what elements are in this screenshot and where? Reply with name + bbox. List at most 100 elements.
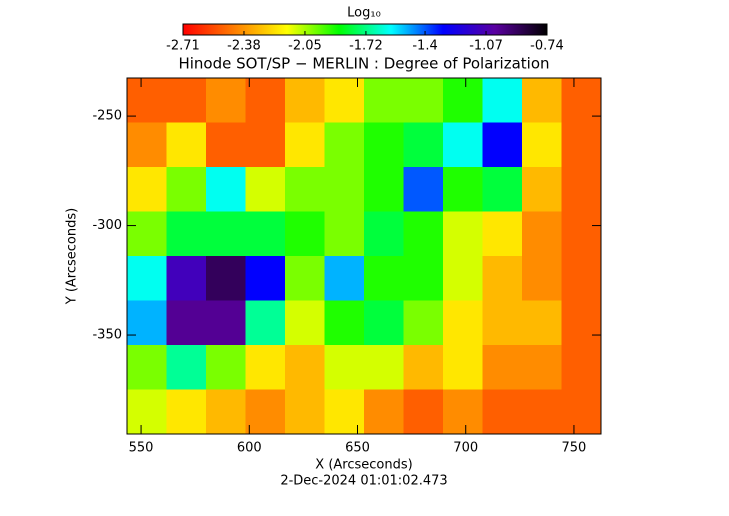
heatmap-cell: [285, 167, 325, 212]
heatmap-cell: [285, 345, 325, 390]
heatmap-cell: [364, 78, 404, 123]
heatmap-cell: [245, 211, 286, 257]
heatmap-cell: [522, 211, 562, 257]
heatmap-cell: [127, 78, 167, 123]
x-tick-label: 650: [345, 441, 370, 456]
heatmap-cell: [364, 256, 404, 301]
colorbar-tick-label: -1.4: [412, 39, 437, 54]
heatmap-cell: [324, 345, 365, 390]
chart-title: Hinode SOT/SP − MERLIN : Degree of Polar…: [178, 55, 549, 73]
heatmap-cell: [285, 389, 325, 435]
heatmap-cell: [561, 300, 602, 346]
heatmap-cell: [166, 167, 207, 212]
heatmap-cell: [324, 256, 365, 301]
colorbar-tick-label: -2.05: [288, 39, 322, 54]
heatmap-cell: [324, 78, 365, 123]
heatmap-cell: [482, 122, 523, 168]
heatmap-cell: [443, 345, 483, 390]
heatmap-cell: [206, 78, 246, 123]
heatmap-cell: [403, 256, 444, 301]
heatmap-cell: [522, 300, 562, 346]
heatmap-cell: [522, 122, 562, 168]
heatmap-cell: [245, 167, 286, 212]
colorbar-tick-label: -2.71: [166, 39, 200, 54]
heatmap-cell: [324, 122, 365, 168]
x-tick-label: 700: [453, 441, 478, 456]
y-tick-label: -350: [92, 328, 122, 343]
heatmap-cell: [166, 345, 207, 390]
plot-frame: [126, 77, 602, 435]
heatmap-cell: [206, 122, 246, 168]
heatmap-cell: [127, 167, 167, 212]
heatmap-cell: [403, 122, 444, 168]
heatmap-cell: [166, 256, 207, 301]
heatmap-cell: [561, 122, 602, 168]
heatmap-cell: [285, 122, 325, 168]
heatmap-cell: [522, 256, 562, 301]
colorbar-tick-label: -2.38: [227, 39, 261, 54]
heatmap-cell: [166, 300, 207, 346]
heatmap-cell: [443, 300, 483, 346]
heatmap-cell: [561, 167, 602, 212]
heatmap-cell: [443, 78, 483, 123]
heatmap-cell: [443, 122, 483, 168]
heatmap-cell: [245, 300, 286, 346]
heatmap-cell: [166, 78, 207, 123]
heatmap-cell: [245, 345, 286, 390]
heatmap-cell: [245, 389, 286, 435]
heatmap-cell: [245, 122, 286, 168]
heatmap-cell: [403, 78, 444, 123]
heatmap-cell: [482, 389, 523, 435]
heatmap-cell: [561, 256, 602, 301]
x-tick-label: 750: [562, 441, 587, 456]
y-axis-label: Y (Arcseconds): [65, 208, 80, 305]
heatmap-cell: [127, 389, 167, 435]
heatmap-cell: [127, 211, 167, 257]
heatmap-cell: [324, 389, 365, 435]
heatmap-cell: [443, 211, 483, 257]
heatmap-cell: [482, 211, 523, 257]
heatmap-cell: [561, 211, 602, 257]
heatmap-cell: [403, 389, 444, 435]
heatmap-cell: [324, 300, 365, 346]
heatmap-cell: [206, 300, 246, 346]
heatmap-cell: [206, 211, 246, 257]
heatmap-cell: [403, 345, 444, 390]
heatmap-cell: [364, 300, 404, 346]
heatmap-cell: [522, 389, 562, 435]
heatmap-cell: [364, 211, 404, 257]
colorbar-tick-label: -0.74: [530, 39, 564, 54]
heatmap-cell: [403, 300, 444, 346]
heatmap-cell: [206, 389, 246, 435]
heatmap-cell: [561, 345, 602, 390]
heatmap-cell: [245, 78, 286, 123]
heatmap-cell: [482, 345, 523, 390]
heatmap-cell: [285, 211, 325, 257]
heatmap-cell: [206, 167, 246, 212]
colorbar: [182, 23, 548, 36]
heatmap-cell: [364, 345, 404, 390]
heatmap-cell: [285, 78, 325, 123]
heatmap-cell: [127, 345, 167, 390]
x-axis-label: X (Arcseconds): [315, 458, 412, 473]
heatmap-cell: [561, 78, 602, 123]
heatmap-cell: [403, 167, 444, 212]
heatmap-cell: [403, 211, 444, 257]
colorbar-title: Log₁₀: [347, 6, 381, 21]
heatmap-cell: [285, 300, 325, 346]
heatmap-cell: [522, 167, 562, 212]
heatmap-cell: [245, 256, 286, 301]
heatmap-cell: [561, 389, 602, 435]
heatmap-cell: [482, 300, 523, 346]
footer: 2-Dec-2024 01:01:02.473: [280, 474, 447, 489]
heatmap-cell: [364, 122, 404, 168]
heatmap-cell: [324, 167, 365, 212]
heatmap-cell: [166, 389, 207, 435]
heatmap-cell: [482, 78, 523, 123]
y-tick-label: -300: [92, 218, 122, 233]
x-tick-label: 550: [129, 441, 154, 456]
heatmap-cell: [482, 256, 523, 301]
heatmap-cell: [324, 211, 365, 257]
heatmap-cell: [443, 256, 483, 301]
